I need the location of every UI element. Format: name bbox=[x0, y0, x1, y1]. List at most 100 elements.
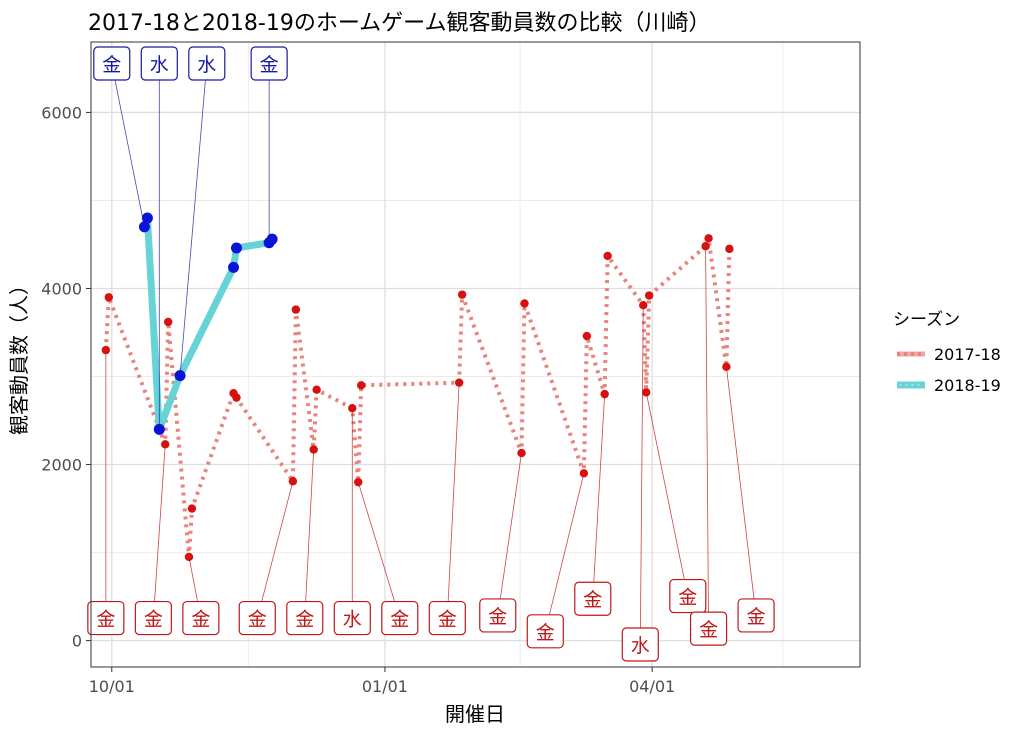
data-point bbox=[722, 362, 731, 372]
label-leader-line bbox=[592, 394, 606, 600]
day-label-box bbox=[250, 46, 288, 81]
day-label: 金 bbox=[536, 622, 555, 644]
data-point bbox=[266, 233, 278, 245]
data-point bbox=[603, 251, 612, 261]
data-point bbox=[520, 299, 529, 308]
day-label-box bbox=[689, 611, 728, 646]
data-point bbox=[348, 403, 357, 413]
day-label-box bbox=[737, 598, 775, 633]
data-point bbox=[291, 305, 301, 314]
day-label-box bbox=[428, 600, 466, 636]
data-point bbox=[704, 234, 713, 243]
day-label: 水 bbox=[150, 54, 169, 76]
day-label: 水 bbox=[343, 609, 362, 631]
data-point bbox=[232, 393, 241, 402]
y-axis: 0 2000 4000 6000 bbox=[41, 103, 91, 651]
day-label: 金 bbox=[260, 54, 279, 76]
day-label-box bbox=[574, 581, 612, 616]
data-point bbox=[582, 331, 592, 341]
label-leader-line bbox=[497, 453, 522, 617]
day-label-box bbox=[286, 600, 324, 636]
x-tick-label: 10/01 bbox=[89, 677, 135, 696]
data-point bbox=[356, 381, 366, 390]
y-tick-label: 0 bbox=[72, 632, 82, 651]
data-point bbox=[725, 244, 734, 254]
data-point bbox=[141, 212, 153, 224]
data-point bbox=[228, 261, 240, 273]
day-label: 金 bbox=[390, 609, 409, 631]
x-axis-title: 開催日 bbox=[445, 702, 505, 726]
day-label-box bbox=[140, 46, 178, 81]
data-point bbox=[579, 469, 589, 478]
y-tick-label: 4000 bbox=[41, 279, 82, 298]
legend-entry-label: 2017-18 bbox=[934, 345, 1001, 364]
day-label-box bbox=[238, 600, 276, 636]
legend: シーズン 2017-18 2018-19 bbox=[893, 310, 1001, 395]
day-label-box bbox=[93, 46, 131, 81]
day-label: 金 bbox=[488, 606, 507, 628]
day-label-box bbox=[188, 46, 226, 81]
data-point bbox=[161, 440, 170, 449]
day-label: 金 bbox=[438, 609, 457, 631]
label-leader-line bbox=[705, 246, 709, 630]
data-point bbox=[644, 291, 654, 300]
x-tick-label: 01/01 bbox=[362, 677, 408, 696]
data-point bbox=[187, 504, 197, 513]
series-line-2017-18 bbox=[103, 236, 732, 559]
day-label: 金 bbox=[102, 54, 121, 76]
day-label-box bbox=[621, 627, 659, 662]
day-label-box bbox=[381, 600, 419, 636]
x-axis: 10/01 01/01 04/01 bbox=[89, 667, 675, 696]
day-label-box bbox=[182, 600, 220, 636]
point-layer bbox=[101, 212, 734, 562]
label-leader-line bbox=[446, 382, 460, 619]
day-label-box bbox=[134, 600, 172, 636]
label-leader-line bbox=[544, 473, 585, 632]
day-label-box bbox=[479, 598, 517, 633]
series-line-2018-19 bbox=[141, 214, 275, 433]
data-point bbox=[312, 385, 321, 394]
legend-entry-label: 2018-19 bbox=[934, 376, 1001, 395]
day-label: 金 bbox=[699, 619, 718, 641]
data-point bbox=[457, 290, 467, 299]
x-tick-label: 04/01 bbox=[629, 677, 675, 696]
day-label: 金 bbox=[144, 609, 163, 631]
day-label: 金 bbox=[248, 609, 267, 631]
day-label: 金 bbox=[747, 606, 766, 628]
label-leader-line bbox=[725, 366, 757, 616]
y-tick-label: 2000 bbox=[41, 456, 82, 475]
day-label-box bbox=[526, 614, 564, 649]
day-label-box bbox=[333, 600, 371, 636]
label-layer: 金金金金金水金金金金金水金金金金水水金 bbox=[87, 46, 775, 662]
day-label: 金 bbox=[191, 609, 210, 631]
day-label: 金 bbox=[295, 609, 314, 631]
label-leader-line bbox=[357, 482, 401, 619]
y-axis-title: 観客動員数（人） bbox=[7, 275, 31, 435]
label-leader-line bbox=[111, 63, 145, 227]
day-label: 金 bbox=[583, 589, 602, 611]
data-point bbox=[104, 293, 114, 302]
plot-panel-border bbox=[90, 41, 861, 668]
grid-minor bbox=[91, 42, 860, 667]
legend-title: シーズン bbox=[893, 310, 960, 330]
day-label: 金 bbox=[96, 609, 115, 631]
data-point bbox=[230, 242, 242, 254]
label-leader-line bbox=[304, 449, 315, 619]
data-point bbox=[354, 477, 363, 487]
grid-major bbox=[91, 42, 860, 667]
data-point bbox=[163, 317, 173, 327]
label-leader-line bbox=[179, 63, 208, 376]
chart-title: 2017-18と2018-19のホームゲーム観客動員数の比較（川崎） bbox=[88, 11, 711, 36]
y-tick-label: 6000 bbox=[41, 103, 82, 122]
label-leader-line bbox=[639, 305, 644, 645]
day-label-box bbox=[87, 600, 125, 636]
label-leader-line bbox=[645, 392, 689, 597]
day-label: 水 bbox=[631, 635, 650, 657]
day-label: 金 bbox=[678, 587, 697, 609]
series-layer bbox=[103, 214, 732, 559]
data-point bbox=[101, 345, 111, 355]
label-leader-line bbox=[152, 444, 166, 619]
day-label-box bbox=[669, 578, 707, 614]
label-leader-line bbox=[256, 481, 294, 619]
